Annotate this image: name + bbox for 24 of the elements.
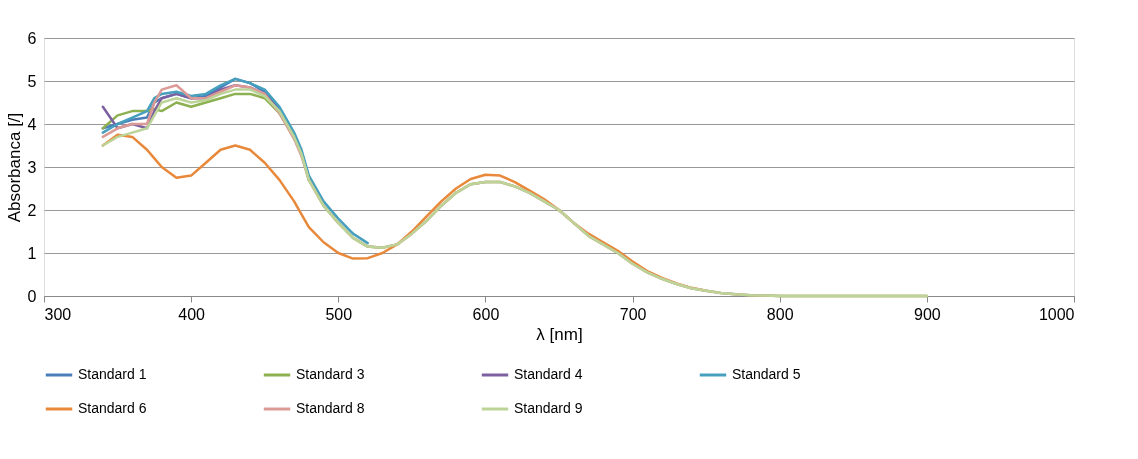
legend-label: Standard 1 [78, 366, 147, 382]
y-tick-label: 2 [27, 201, 37, 219]
x-tick-label: 900 [914, 305, 941, 323]
y-tick-label: 0 [27, 287, 37, 305]
legend-label: Standard 6 [78, 400, 147, 416]
x-tick-label: 700 [619, 305, 647, 323]
x-tick-label: 500 [325, 305, 353, 323]
x-tick-label: 600 [472, 305, 500, 323]
y-tick-label: 1 [27, 244, 37, 262]
x-tick-label: 1000 [1038, 305, 1075, 323]
x-tick-label: 400 [178, 305, 206, 323]
y-tick-label: 3 [27, 158, 37, 176]
y-tick-label: 5 [27, 72, 37, 90]
y-tick-label: 4 [27, 115, 37, 133]
legend-label: Standard 5 [732, 366, 801, 382]
legend-label: Standard 3 [296, 366, 365, 382]
y-tick-label: 6 [27, 29, 37, 47]
y-axis-title: Absorbanca [/] [4, 112, 24, 223]
legend-label: Standard 8 [296, 400, 365, 416]
x-tick-label: 800 [766, 305, 794, 323]
legend-label: Standard 4 [514, 366, 583, 382]
x-axis-title: λ [nm] [536, 324, 583, 344]
x-tick-label: 300 [44, 305, 72, 323]
legend-label: Standard 9 [514, 400, 583, 416]
